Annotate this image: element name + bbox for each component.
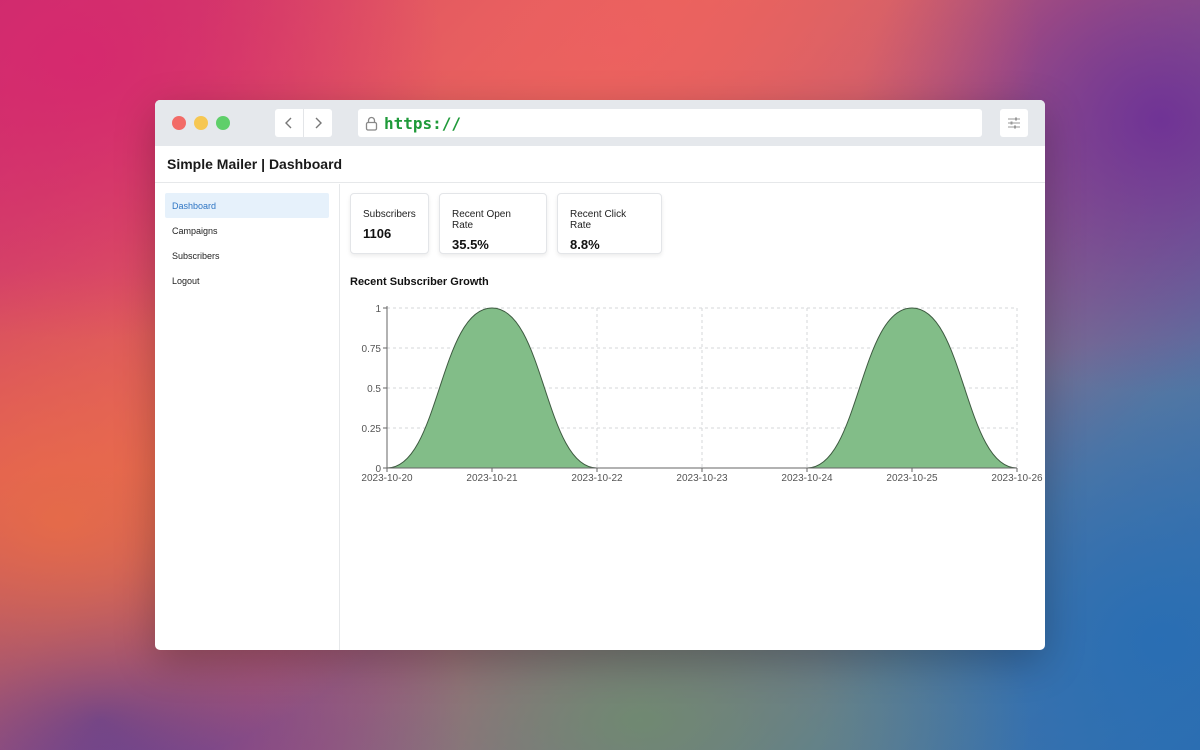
sidebar-item-subscribers[interactable]: Subscribers	[172, 250, 220, 261]
sidebar-item-logout[interactable]: Logout	[172, 275, 200, 286]
forward-button[interactable]	[303, 109, 331, 137]
main-content: Subscribers 1106 Recent Open Rate 35.5% …	[340, 184, 1045, 650]
x-tick-label: 2023-10-22	[571, 473, 623, 484]
x-tick-label: 2023-10-21	[466, 473, 518, 484]
sidebar-item-campaigns[interactable]: Campaigns	[172, 225, 218, 236]
chevron-right-icon	[315, 117, 322, 129]
chart-title: Recent Subscriber Growth	[350, 276, 489, 288]
x-tick-label: 2023-10-24	[781, 473, 833, 484]
sidebar: Dashboard Campaigns Subscribers Logout	[155, 184, 340, 650]
address-bar[interactable]: https://	[358, 109, 982, 137]
maximize-window-button[interactable]	[216, 116, 230, 130]
stat-label: Recent Click Rate	[570, 209, 627, 231]
chevron-left-icon	[285, 117, 292, 129]
browser-chrome: https://	[155, 100, 1045, 146]
y-tick-label: 0	[375, 464, 381, 475]
page-title: Simple Mailer | Dashboard	[167, 156, 343, 172]
browser-menu-button[interactable]	[1000, 109, 1028, 137]
y-tick-label: 0.75	[362, 344, 382, 355]
stat-card-click-rate: Recent Click Rate 8.8%	[557, 193, 662, 254]
app-body: Dashboard Campaigns Subscribers Logout S…	[155, 184, 1045, 650]
y-tick-label: 1	[375, 304, 381, 315]
stat-card-open-rate: Recent Open Rate 35.5%	[439, 193, 547, 254]
lock-icon	[365, 116, 378, 131]
x-tick-label: 2023-10-26	[991, 473, 1043, 484]
nav-buttons	[275, 109, 332, 137]
stat-value: 8.8%	[570, 237, 600, 252]
x-tick-label: 2023-10-23	[676, 473, 728, 484]
stat-value: 1106	[363, 226, 392, 241]
stats-cards: Subscribers 1106 Recent Open Rate 35.5% …	[350, 193, 672, 254]
sidebar-item-dashboard[interactable]: Dashboard	[165, 193, 329, 218]
stat-value: 35.5%	[452, 237, 489, 252]
x-tick-label: 2023-10-25	[886, 473, 938, 484]
stat-label: Subscribers	[363, 209, 416, 220]
browser-window: https:// Simple Mailer | Dashboard Dashb…	[155, 100, 1045, 650]
y-tick-label: 0.25	[362, 424, 382, 435]
minimize-window-button[interactable]	[194, 116, 208, 130]
url-text: https://	[384, 113, 462, 133]
back-button[interactable]	[275, 109, 303, 137]
sliders-icon	[1008, 117, 1020, 129]
subscriber-growth-chart: 0 0.25 0.5 0.75 1 2023-10-20 2023-10-21 2023-10…	[361, 304, 1043, 484]
stat-label: Recent Open Rate	[452, 209, 511, 231]
y-tick-label: 0.5	[367, 384, 381, 395]
x-tick-label: 2023-10-20	[361, 473, 413, 484]
stat-card-subscribers: Subscribers 1106	[350, 193, 429, 254]
area-series-fill	[387, 308, 1017, 468]
app-header: Simple Mailer | Dashboard	[155, 146, 1045, 183]
close-window-button[interactable]	[172, 116, 186, 130]
